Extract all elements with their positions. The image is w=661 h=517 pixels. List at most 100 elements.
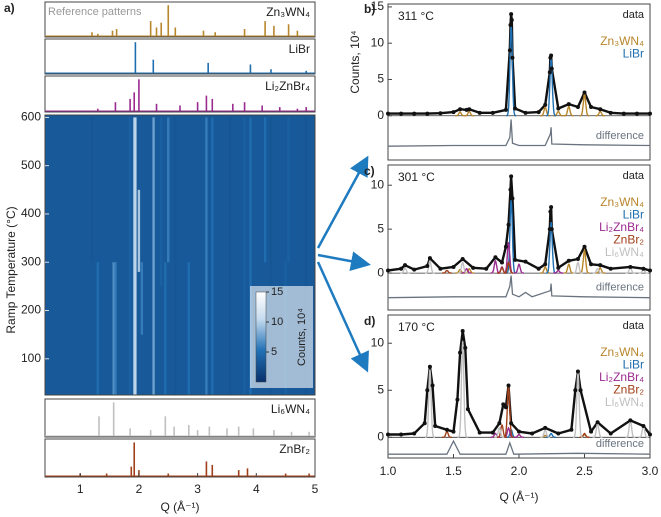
- heatmap-streak: [128, 117, 132, 396]
- observed-point: [549, 205, 554, 210]
- observed-point: [460, 328, 465, 333]
- fit-peak: [546, 222, 556, 274]
- observed-point: [648, 432, 652, 437]
- legend-entry: LiBr: [623, 358, 644, 372]
- fit-peak: [457, 261, 468, 274]
- legend-entry: LiBr: [623, 208, 644, 222]
- fit-peak: [425, 369, 435, 438]
- observed-line: [387, 175, 651, 272]
- observed-point: [578, 388, 583, 393]
- observed-point: [634, 111, 639, 116]
- x-tick-label: 1.5: [445, 464, 462, 478]
- observed-point: [427, 256, 432, 261]
- observed-point: [460, 257, 465, 262]
- observed-point: [582, 90, 587, 95]
- fit-peak: [506, 200, 517, 274]
- observed-point: [433, 424, 438, 429]
- panel-frame: [44, 38, 316, 75]
- observed-point: [608, 266, 613, 271]
- observed-point: [412, 111, 417, 116]
- observed-point: [403, 263, 408, 268]
- reference-label: Reference patterns: [48, 6, 142, 18]
- observed-point: [399, 266, 404, 271]
- fit-peak: [514, 263, 524, 274]
- y-tick-label: 0: [377, 108, 384, 122]
- observed-point: [508, 23, 513, 28]
- observed-point: [523, 110, 528, 115]
- observed-point: [556, 106, 561, 111]
- observed-point: [513, 257, 518, 262]
- y-tick-label: 10: [371, 335, 385, 349]
- legend-entry: ZnBr₂: [613, 233, 644, 247]
- phase-label: Li₂ZnBr₄: [265, 79, 310, 93]
- y-tick-label: 600: [21, 110, 41, 124]
- panel-frame: [44, 398, 316, 438]
- temperature-label: 311 °C: [398, 9, 434, 23]
- y-tick-label: 300: [21, 254, 41, 268]
- observed-point: [386, 432, 390, 437]
- legend-entry: Zn₃WN₄: [600, 345, 644, 359]
- observed-point: [621, 111, 626, 116]
- heatmap-streak: [243, 117, 246, 396]
- heatmap-streak: [137, 189, 141, 272]
- observed-point: [513, 106, 518, 111]
- phase-label: ZnBr₂: [279, 442, 310, 456]
- observed-point: [467, 107, 472, 112]
- observed-point: [608, 431, 613, 436]
- observed-point: [412, 267, 417, 272]
- observed-point: [438, 111, 443, 116]
- observed-point: [598, 263, 603, 268]
- legend-entry: ZnBr₂: [613, 383, 644, 397]
- observed-point: [509, 174, 514, 179]
- fit-peak: [442, 269, 452, 274]
- fit-peak: [563, 263, 574, 274]
- heatmap-streak: [140, 262, 144, 335]
- observed-point: [503, 244, 508, 249]
- legend-entry: Li₂ZnBr₄: [599, 370, 644, 384]
- heatmap-streak: [96, 262, 100, 395]
- legend-entry: data: [623, 170, 645, 182]
- fit-peak: [503, 261, 514, 274]
- observed-point: [463, 345, 468, 350]
- fit-peak: [494, 426, 505, 438]
- observed-point: [543, 102, 548, 107]
- observed-point: [566, 102, 571, 107]
- arrows: [316, 155, 371, 373]
- fit-peak: [592, 267, 603, 274]
- observed-point: [573, 388, 578, 393]
- observed-point: [458, 107, 463, 112]
- fit-peak: [553, 269, 564, 274]
- heatmap-streak: [187, 262, 191, 395]
- heatmap-streak: [211, 117, 214, 396]
- panel-frame: [387, 3, 651, 161]
- observed-point: [549, 227, 554, 232]
- arrow: [316, 155, 369, 249]
- colorbar-label: Counts, 10⁴: [296, 308, 308, 366]
- observed-point: [589, 105, 594, 110]
- heatmap-streak: [249, 117, 252, 396]
- panel-label: d): [364, 314, 375, 328]
- y-tick-label: 5: [377, 382, 384, 396]
- observed-point: [575, 257, 580, 262]
- panel-frame: [44, 438, 316, 478]
- heatmap-streak: [287, 117, 290, 263]
- arrow: [317, 251, 371, 272]
- observed-point: [641, 266, 646, 271]
- panel-frame: [44, 1, 316, 38]
- observed-point: [506, 383, 511, 388]
- legend-entry: data: [623, 9, 645, 21]
- fit-peak: [425, 259, 435, 274]
- y-tick-label: 10: [371, 177, 385, 191]
- legend-entry: Li₆WN₄: [605, 395, 644, 409]
- observed-point: [455, 397, 460, 402]
- observed-point: [536, 110, 541, 115]
- observed-point: [438, 266, 443, 271]
- colorbar-tick-label: 15: [271, 286, 283, 298]
- y-tick-label: 500: [21, 158, 41, 172]
- fit-peak: [464, 110, 475, 117]
- panel-label: c): [364, 164, 375, 178]
- heatmap-streak: [174, 117, 177, 396]
- observed-point: [641, 424, 646, 429]
- x-tick-label: 1: [77, 482, 84, 496]
- y-tick-label: 10: [371, 35, 385, 49]
